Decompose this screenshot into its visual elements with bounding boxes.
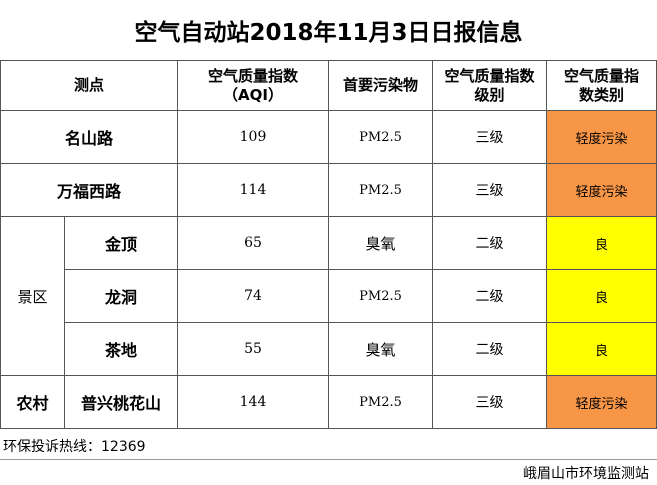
header-aqi-line1: 空气质量指数	[208, 66, 299, 85]
aqi-value: 65	[177, 216, 330, 270]
aqi-value: 109	[177, 110, 330, 164]
site-name: 龙洞	[63, 269, 179, 323]
report-title: 空气自动站2018年11月3日日报信息	[134, 20, 523, 46]
aqi-value: 74	[177, 269, 330, 323]
site-name: 普兴桃花山	[63, 375, 179, 429]
header-level-line2: 级别	[474, 85, 505, 104]
aqi-value: 55	[177, 322, 330, 376]
aqi-value: 144	[177, 375, 330, 429]
header-aqi-line2: （AQI）	[223, 85, 283, 104]
aqi-level: 三级	[432, 163, 548, 217]
organization-name: 峨眉山市环境监测站	[523, 466, 649, 482]
table-row: 农村 普兴桃花山 144 PM2.5 三级 轻度污染	[0, 375, 657, 429]
primary-pollutant: PM2.5	[328, 110, 434, 164]
aqi-value: 114	[177, 163, 330, 217]
aqi-category: 良	[546, 216, 657, 270]
complaint-hotline: 环保投诉热线：12369	[3, 439, 146, 455]
table-header-row: 测点 空气质量指数 （AQI） 首要污染物 空气质量指数 级别 空气质量指 数类…	[0, 60, 657, 111]
aqi-report-table: 测点 空气质量指数 （AQI） 首要污染物 空气质量指数 级别 空气质量指 数类…	[0, 60, 657, 429]
primary-pollutant: 臭氧	[328, 322, 434, 376]
header-category-line2: 数类别	[579, 85, 625, 104]
aqi-category: 良	[546, 269, 657, 323]
site-name: 茶地	[63, 322, 179, 376]
primary-pollutant: PM2.5	[328, 375, 434, 429]
primary-pollutant: PM2.5	[328, 163, 434, 217]
header-category-line1: 空气质量指	[564, 66, 640, 85]
header-category: 空气质量指 数类别	[546, 60, 657, 111]
table-row: 名山路 109 PM2.5 三级 轻度污染	[0, 110, 657, 164]
header-site: 测点	[0, 60, 179, 111]
table-row: 万福西路 114 PM2.5 三级 轻度污染	[0, 163, 657, 217]
table-row: 龙洞 74 PM2.5 二级 良	[1, 269, 657, 323]
aqi-level: 三级	[432, 110, 548, 164]
header-level: 空气质量指数 级别	[432, 60, 548, 111]
header-aqi: 空气质量指数 （AQI）	[177, 60, 330, 111]
aqi-level: 二级	[432, 216, 548, 270]
aqi-category: 轻度污染	[546, 163, 657, 217]
site-name: 万福西路	[0, 163, 179, 217]
aqi-category: 良	[546, 322, 657, 376]
aqi-category: 轻度污染	[546, 375, 657, 429]
aqi-level: 三级	[432, 375, 548, 429]
aqi-level: 二级	[432, 322, 548, 376]
table-row: 景区 金顶 65 臭氧 二级 良	[0, 216, 657, 376]
table-row: 茶地 55 臭氧 二级 良	[1, 322, 657, 376]
site-name: 名山路	[0, 110, 179, 164]
group-rural: 农村	[0, 375, 65, 429]
site-name: 金顶	[63, 216, 179, 270]
primary-pollutant: 臭氧	[328, 216, 434, 270]
aqi-category: 轻度污染	[546, 110, 657, 164]
group-scenic: 景区	[0, 216, 65, 376]
header-pollutant: 首要污染物	[328, 60, 434, 111]
primary-pollutant: PM2.5	[328, 269, 434, 323]
header-level-line1: 空气质量指数	[444, 66, 535, 85]
aqi-level: 二级	[432, 269, 548, 323]
footer-divider	[0, 459, 657, 460]
